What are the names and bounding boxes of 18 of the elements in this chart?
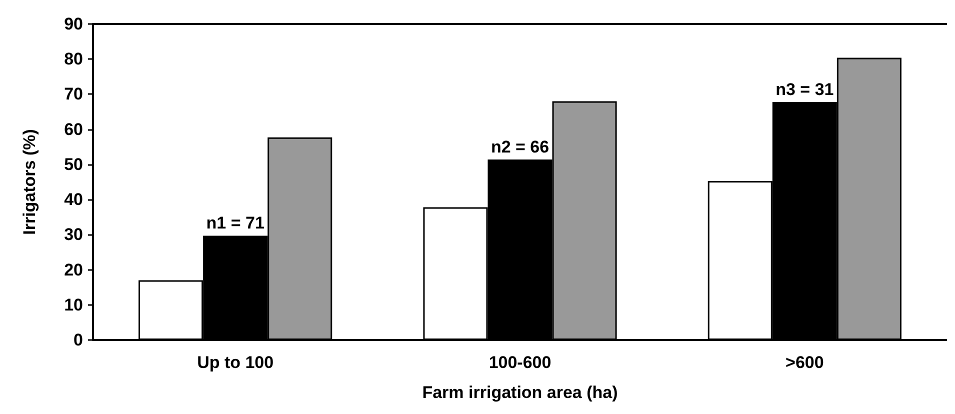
y-tick-label: 30 xyxy=(64,225,83,244)
y-tick-label: 90 xyxy=(64,14,83,34)
y-tick-label: 70 xyxy=(64,84,83,104)
y-axis-title: Irrigators (%) xyxy=(20,129,39,235)
y-tick-label: 50 xyxy=(64,154,83,174)
x-tick-label: >600 xyxy=(786,353,824,372)
x-tick-label: 100-600 xyxy=(488,353,552,372)
y-tick-label: 10 xyxy=(64,295,83,314)
y-tick-label: 40 xyxy=(64,190,83,210)
y-tick-label: 60 xyxy=(64,120,83,139)
annotation: n2 = 66 xyxy=(490,138,550,157)
x-tick-label: Up to 100 xyxy=(197,353,274,372)
annotation: n3 = 31 xyxy=(776,80,834,99)
y-tick-label: 80 xyxy=(64,50,83,69)
y-tick-label: 20 xyxy=(64,260,83,280)
x-axis-title: Farm irrigation area (ha) xyxy=(422,383,618,402)
y-tick-label: 0 xyxy=(74,330,83,350)
annotation: n1 = 71 xyxy=(206,214,264,233)
